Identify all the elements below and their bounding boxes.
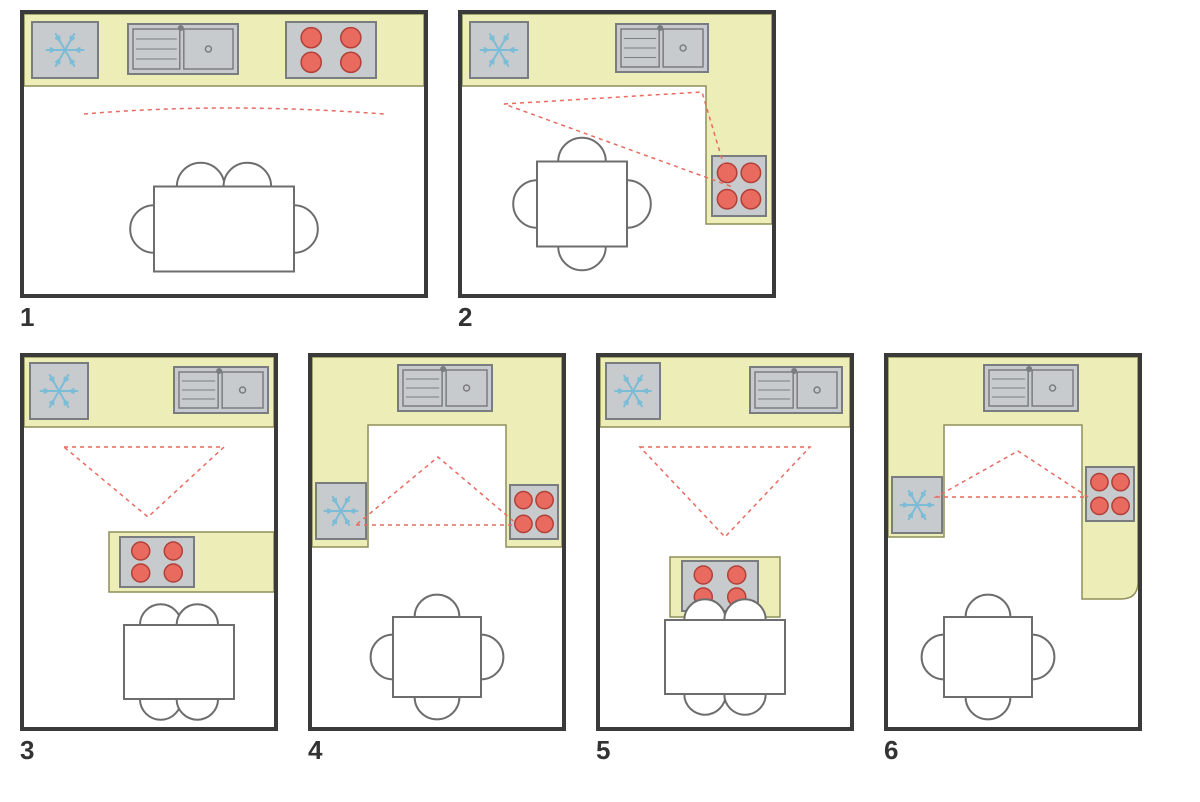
work-triangle bbox=[356, 457, 518, 525]
kitchen-layout-panel: 3 bbox=[20, 353, 278, 766]
work-triangle bbox=[64, 447, 224, 517]
cooktop-icon bbox=[120, 537, 194, 587]
panel-label: 5 bbox=[596, 735, 854, 766]
layout-row-2: 3456 bbox=[20, 353, 1180, 766]
work-triangle bbox=[84, 108, 384, 114]
sink-icon bbox=[398, 365, 492, 411]
fridge-icon bbox=[30, 363, 88, 419]
panel-label: 6 bbox=[884, 735, 1142, 766]
kitchen-layout-panel: 1 bbox=[20, 10, 428, 333]
panel-frame bbox=[884, 353, 1142, 731]
cooktop-icon bbox=[712, 156, 766, 216]
page: 12 3456 bbox=[0, 0, 1200, 796]
sink-icon bbox=[616, 24, 708, 72]
table-with-chairs bbox=[130, 163, 318, 272]
work-triangle bbox=[640, 447, 810, 537]
panel-frame bbox=[20, 10, 428, 298]
sink-icon bbox=[984, 365, 1078, 411]
fridge-icon bbox=[892, 477, 942, 533]
panel-label: 3 bbox=[20, 735, 278, 766]
kitchen-layout-panel: 6 bbox=[884, 353, 1142, 766]
table-with-chairs bbox=[124, 604, 234, 719]
cooktop-icon bbox=[510, 485, 558, 539]
work-triangle bbox=[936, 451, 1088, 497]
layout-row-1: 12 bbox=[20, 10, 1180, 333]
cooktop-icon bbox=[286, 22, 376, 78]
sink-icon bbox=[128, 24, 238, 74]
kitchen-layout-panel: 4 bbox=[308, 353, 566, 766]
fridge-icon bbox=[470, 22, 528, 78]
fridge-icon bbox=[606, 363, 660, 419]
panel-frame bbox=[596, 353, 854, 731]
kitchen-layout-panel: 5 bbox=[596, 353, 854, 766]
panel-label: 4 bbox=[308, 735, 566, 766]
panel-frame bbox=[458, 10, 776, 298]
panel-frame bbox=[308, 353, 566, 731]
panel-label: 2 bbox=[458, 302, 776, 333]
kitchen-layout-panel: 2 bbox=[458, 10, 776, 333]
sink-icon bbox=[750, 367, 842, 413]
panel-label: 1 bbox=[20, 302, 428, 333]
table-with-chairs bbox=[371, 595, 504, 720]
table-with-chairs bbox=[922, 595, 1055, 720]
cooktop-icon bbox=[1086, 467, 1134, 521]
table-with-chairs bbox=[513, 138, 651, 271]
panel-frame bbox=[20, 353, 278, 731]
sink-icon bbox=[174, 367, 268, 413]
fridge-icon bbox=[32, 22, 98, 78]
fridge-icon bbox=[316, 483, 366, 539]
